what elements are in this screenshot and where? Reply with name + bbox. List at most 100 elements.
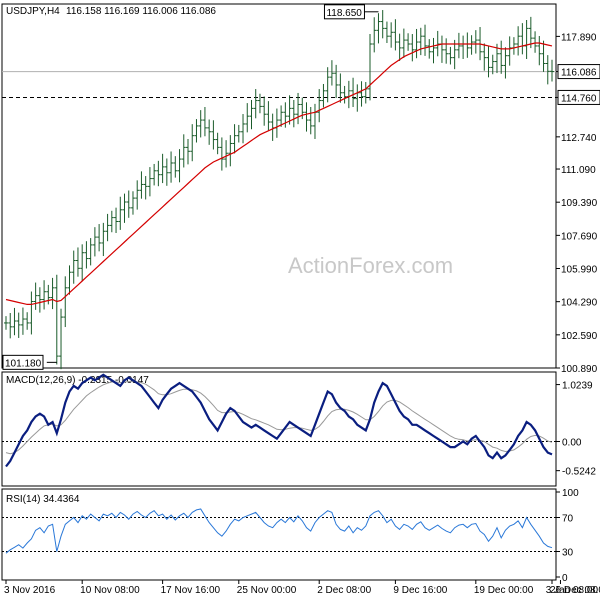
ohlc-bar <box>101 222 106 257</box>
ohlc-bar <box>410 34 415 62</box>
ohlc-bar <box>219 137 224 171</box>
ohlc-bar <box>291 99 296 128</box>
rsi-ytick-label: 100 <box>562 488 579 499</box>
watermark: ActionForex.com <box>288 253 453 278</box>
ohlc-bar <box>59 308 64 370</box>
x-tick-label: 26 Dec 08:00 <box>550 585 600 596</box>
x-tick-label: 10 Nov 08:00 <box>80 585 140 596</box>
price-panel: USDJPY,H4 116.158 116.169 116.006 116.08… <box>2 4 600 375</box>
ohlc-bar <box>177 149 182 183</box>
ohlc-bar <box>50 277 55 310</box>
ohlc-bar <box>279 105 284 127</box>
ohlc-bar <box>423 24 428 56</box>
rsi-ytick-label: 30 <box>562 548 574 559</box>
ohlc-bar <box>414 28 419 59</box>
price-title: USDJPY,H4 <box>6 6 60 17</box>
ohlc-bar <box>16 312 21 338</box>
ohlc-bar <box>257 93 262 114</box>
ohlc-bar <box>342 85 347 104</box>
ohlc-bar <box>351 77 356 107</box>
ohlc-bar <box>325 67 330 103</box>
ohlc-bar <box>262 96 267 126</box>
price-ohlc-values: 116.158 116.169 116.006 116.086 <box>66 6 216 17</box>
ohlc-bar <box>198 110 203 138</box>
ohlc-bar <box>304 102 309 132</box>
low-label-box <box>2 354 44 370</box>
macd-ytick-label: 1.0239 <box>562 381 593 392</box>
ohlc-bar <box>164 158 169 186</box>
ohlc-bar <box>431 37 436 64</box>
high-label-box <box>323 4 365 20</box>
ohlc-bar <box>376 13 381 44</box>
ohlc-bar <box>473 30 478 54</box>
x-tick-label: 19 Dec 00:00 <box>474 585 534 596</box>
ohlc-bar <box>97 224 102 252</box>
ohlc-bar <box>368 34 372 101</box>
ohlc-bar <box>308 106 313 135</box>
ohlc-bar <box>452 39 457 70</box>
ohlc-bar <box>406 33 411 51</box>
ohlc-bar <box>190 124 195 162</box>
ohlc-bar <box>109 210 114 233</box>
ohlc-bar <box>266 101 271 131</box>
ohlc-bar <box>372 17 377 53</box>
ohlc-bar <box>88 238 93 266</box>
ohlc-bar <box>126 190 131 218</box>
ohlc-bar <box>329 60 334 86</box>
ohlc-bar <box>516 26 521 56</box>
ohlc-bar <box>317 89 322 123</box>
ohlc-bar <box>147 167 152 197</box>
price-ytick-label: 111.090 <box>561 165 596 176</box>
ohlc-bar <box>380 10 385 39</box>
x-tick-label: 2 Dec 08:00 <box>317 585 371 596</box>
ohlc-bar <box>448 46 453 65</box>
macd-ytick-label: 0.00 <box>562 438 582 449</box>
ohlc-bar <box>29 291 34 335</box>
ohlc-bar <box>80 244 85 282</box>
ohlc-bar <box>215 132 220 155</box>
ohlc-bar <box>359 81 364 107</box>
ohlc-bar <box>202 106 207 137</box>
ohlc-bar <box>528 16 533 49</box>
ohlc-bar <box>156 160 161 187</box>
ohlc-bar <box>537 35 542 66</box>
ohlc-bar <box>122 193 127 223</box>
x-tick-label: 3 Nov 2016 <box>4 585 56 596</box>
ohlc-bar <box>8 312 13 339</box>
rsi-line <box>5 508 553 554</box>
ohlc-bar <box>435 30 440 57</box>
ohlc-bar <box>211 120 216 150</box>
x-axis: 3 Nov 2016 10 Nov 08:00 17 Nov 16:00 25 Nov… <box>4 580 600 596</box>
ohlc-bar <box>418 27 423 56</box>
ohlc-bar <box>224 140 229 168</box>
ohlc-bar <box>75 247 80 277</box>
ohlc-bar <box>33 282 38 310</box>
price-ytick-label: 116.086 <box>561 68 597 79</box>
ohlc-bar <box>384 21 389 44</box>
ohlc-bar <box>54 274 59 365</box>
price-ytick-label: 105.990 <box>561 265 598 276</box>
ohlc-bar <box>401 28 406 58</box>
ohlc-bar <box>228 135 233 167</box>
ohlc-bar <box>249 99 254 130</box>
ohlc-bar <box>4 316 8 330</box>
moving-average-line <box>5 42 553 305</box>
rsi-ytick-label: 70 <box>562 514 574 525</box>
ohlc-bar <box>321 83 326 108</box>
ohlc-bar <box>456 32 461 59</box>
ohlc-bar <box>84 241 89 269</box>
price-ytick-label: 112.740 <box>561 133 597 144</box>
ohlc-bar <box>37 287 42 313</box>
ohlc-bar <box>232 124 237 154</box>
macd-title: MACD(12,26,9) -0.2315 -0.0147 <box>6 375 149 386</box>
ohlc-bar <box>482 43 487 71</box>
price-ytick-label: 107.690 <box>561 231 598 242</box>
ohlc-bar <box>253 89 258 119</box>
ohlc-bar <box>545 55 550 85</box>
ohlc-bar <box>63 276 68 328</box>
ohlc-bar <box>105 213 110 242</box>
ohlc-bar <box>25 312 30 330</box>
price-ytick-label: 109.390 <box>561 198 598 209</box>
ohlc-bar <box>186 138 190 165</box>
